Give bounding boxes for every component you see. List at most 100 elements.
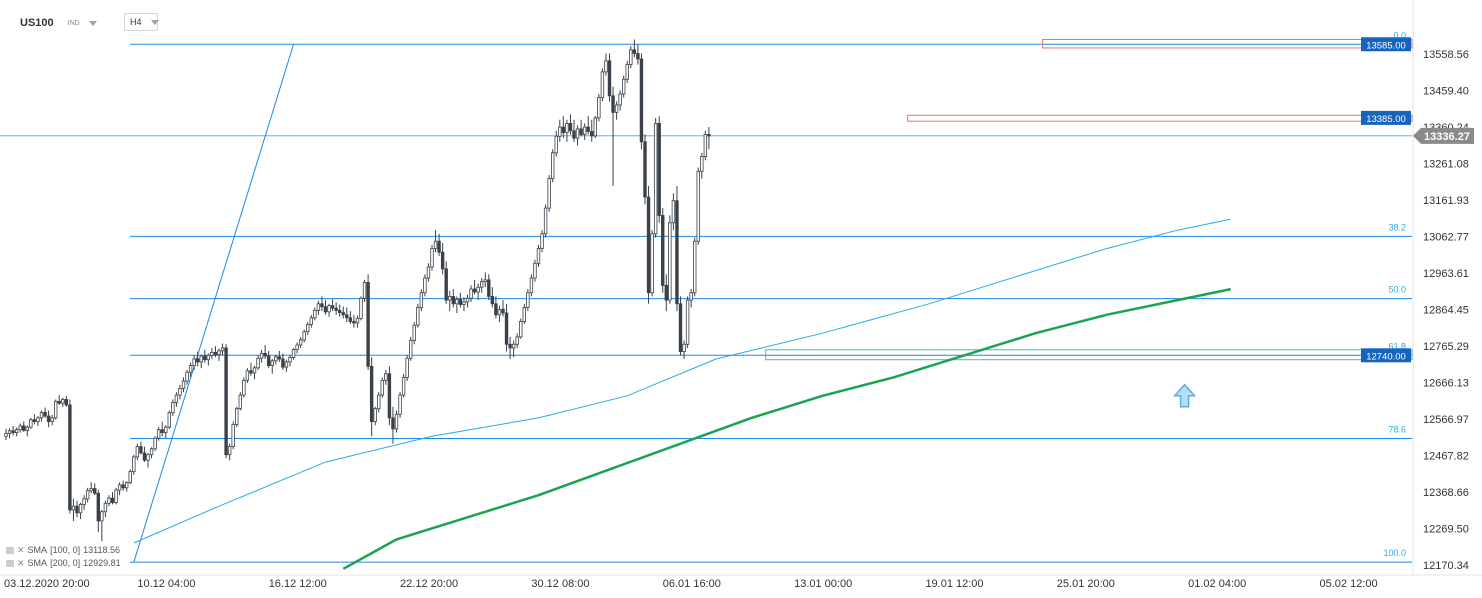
price-label[interactable]: 12740.00 bbox=[1361, 348, 1411, 363]
candle-body bbox=[85, 490, 90, 500]
candle-body bbox=[167, 412, 171, 428]
x-tick-label: 19.01 12:00 bbox=[925, 578, 983, 590]
price-label-bg bbox=[1361, 348, 1411, 363]
candle bbox=[469, 285, 473, 302]
indicator-row-sma100[interactable]: ✕ SMA [100, 0] 13118.56 bbox=[6, 544, 121, 557]
candle bbox=[533, 259, 537, 282]
candle-body bbox=[462, 301, 466, 305]
candle bbox=[263, 345, 267, 359]
candle-body bbox=[284, 361, 289, 368]
candle bbox=[281, 353, 285, 371]
candle bbox=[206, 353, 211, 366]
candle bbox=[256, 355, 260, 371]
candle bbox=[639, 53, 644, 150]
candle bbox=[653, 117, 658, 238]
candle-body bbox=[501, 308, 505, 314]
candle bbox=[682, 340, 686, 359]
candle bbox=[135, 443, 140, 461]
candle-body bbox=[125, 482, 129, 489]
candle-body bbox=[7, 430, 12, 434]
candle bbox=[607, 53, 612, 102]
y-tick-label: 12666.13 bbox=[1423, 378, 1469, 390]
candle bbox=[291, 347, 296, 360]
indicator-settings-icon[interactable] bbox=[6, 560, 14, 567]
candle-body bbox=[405, 357, 409, 378]
candle bbox=[43, 407, 47, 418]
candle-body bbox=[668, 222, 672, 301]
candle bbox=[511, 340, 516, 358]
chevron-down-icon[interactable] bbox=[88, 20, 97, 26]
fib-level-label: 78.6 bbox=[1388, 424, 1406, 434]
candle-body bbox=[547, 178, 551, 209]
candle bbox=[408, 336, 413, 361]
resistance-zone[interactable] bbox=[1042, 38, 1413, 49]
x-tick-label: 25.01 20:00 bbox=[1057, 578, 1115, 590]
close-icon[interactable]: ✕ bbox=[17, 558, 25, 568]
candle-body bbox=[497, 308, 502, 316]
resistance-zone[interactable] bbox=[907, 114, 1413, 122]
candle bbox=[245, 368, 250, 383]
symbol-selector[interactable]: US100 IND bbox=[20, 14, 97, 32]
candle-body bbox=[487, 279, 491, 297]
candle-body bbox=[551, 152, 555, 180]
candle-body bbox=[611, 95, 615, 113]
candle-body bbox=[306, 323, 310, 333]
candle bbox=[149, 447, 154, 459]
candle bbox=[575, 125, 580, 146]
candle-body bbox=[519, 321, 523, 338]
candle-body bbox=[64, 399, 69, 406]
candle bbox=[85, 487, 90, 503]
candle bbox=[387, 366, 392, 426]
candle bbox=[515, 333, 519, 348]
timeframe-selector[interactable]: H4 bbox=[124, 13, 159, 31]
candle-body bbox=[572, 130, 576, 139]
candle bbox=[82, 495, 86, 510]
candle-body bbox=[50, 417, 54, 422]
fib-level-label: 0.0 bbox=[1393, 30, 1406, 40]
candle bbox=[543, 204, 548, 238]
x-tick-label: 10.12 04:00 bbox=[137, 578, 195, 590]
indicator-value: 12929.81 bbox=[83, 558, 121, 568]
candle-body bbox=[639, 58, 644, 143]
candle-body bbox=[426, 266, 431, 279]
candle bbox=[259, 349, 264, 363]
candle-body bbox=[522, 307, 526, 322]
fib-level-label: 100.0 bbox=[1383, 548, 1406, 558]
price-label[interactable]: 13385.00 bbox=[1361, 110, 1411, 125]
support-zone[interactable] bbox=[765, 349, 1413, 361]
x-tick-label: 22.12 20:00 bbox=[400, 578, 458, 590]
candle bbox=[64, 395, 69, 407]
price-label[interactable]: 13585.00 bbox=[1361, 37, 1411, 52]
candle bbox=[192, 355, 196, 371]
indicator-settings-icon[interactable] bbox=[6, 547, 14, 554]
y-tick-label: 12963.61 bbox=[1423, 268, 1469, 280]
candle-body bbox=[274, 356, 278, 362]
candle bbox=[235, 406, 239, 428]
indicator-row-sma200[interactable]: ✕ SMA [200, 0] 12929.81 bbox=[6, 557, 121, 570]
candle bbox=[487, 274, 491, 301]
candle bbox=[61, 397, 65, 407]
candle-body bbox=[685, 299, 690, 345]
candle bbox=[600, 68, 605, 102]
candle bbox=[359, 296, 363, 321]
candle bbox=[171, 399, 175, 417]
candle-body bbox=[188, 365, 193, 373]
candle-body bbox=[412, 324, 416, 341]
candle bbox=[252, 365, 257, 380]
candle bbox=[618, 90, 622, 111]
candle bbox=[412, 322, 416, 345]
candle-body bbox=[593, 117, 597, 137]
candle bbox=[146, 452, 150, 468]
candle bbox=[231, 421, 235, 450]
candle-body bbox=[139, 446, 143, 454]
candle-body bbox=[54, 400, 58, 419]
candle bbox=[29, 417, 33, 429]
fib-trend-line[interactable] bbox=[133, 44, 295, 563]
close-icon[interactable]: ✕ bbox=[17, 545, 25, 555]
candle-body bbox=[693, 240, 697, 294]
candle bbox=[650, 230, 654, 297]
candle bbox=[327, 303, 331, 317]
candle bbox=[384, 370, 388, 385]
candle-body bbox=[355, 318, 360, 324]
